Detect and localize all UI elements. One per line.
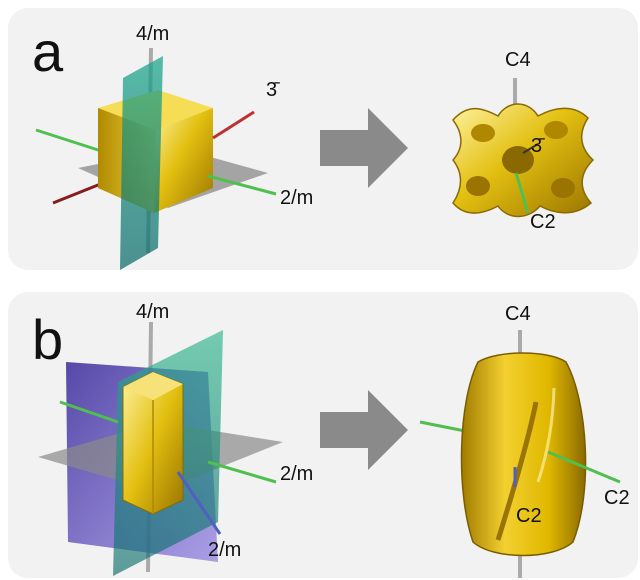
label-3bar: 3̄ <box>266 79 278 101</box>
label-c4: C4 <box>505 49 531 71</box>
axis-c2-left <box>419 420 471 434</box>
panel-a-letter: a <box>32 20 64 83</box>
gyroid-hole <box>544 121 568 139</box>
right-arrow-icon <box>320 390 408 470</box>
axis-2m-left <box>59 400 119 424</box>
panel-b-illustration <box>38 321 621 578</box>
right-arrow-icon <box>320 108 408 188</box>
gyroid-center <box>502 146 534 174</box>
twist-highlight <box>536 387 556 483</box>
axis-3bar-upper <box>212 110 255 140</box>
axis-2m-right <box>207 174 277 196</box>
panel-b-letter: b <box>32 308 64 371</box>
label-4m: 4/m <box>136 301 170 323</box>
gyroid-hole <box>471 124 495 142</box>
panel-a: a <box>8 8 638 270</box>
label-4m: 4/m <box>136 23 170 45</box>
crystal-a-right <box>452 78 595 218</box>
twist-groove <box>495 401 539 541</box>
label-3bar-right: 3̄ <box>531 135 543 157</box>
panel-b: b <box>8 292 638 578</box>
panel-a-illustration <box>35 47 595 270</box>
axis-c2 <box>514 172 530 214</box>
crystal-b-left <box>38 321 283 576</box>
prism-top <box>123 372 183 400</box>
gyroid-hole <box>466 176 490 196</box>
cube-right-face <box>154 108 213 213</box>
label-c2-right: C2 <box>604 487 630 509</box>
axis-3bar <box>522 143 539 154</box>
crystal-b-right <box>419 330 621 578</box>
mirror-plane-vertical <box>120 56 163 270</box>
axis-2m-lower <box>176 471 222 535</box>
label-c2-center: C2 <box>516 505 542 527</box>
label-2m: 2/m <box>280 187 314 209</box>
axis-3bar-lower <box>52 181 104 205</box>
label-c2: C2 <box>530 211 556 233</box>
label-c4: C4 <box>505 303 531 325</box>
axis-2m-right <box>207 460 277 484</box>
label-2m-lower: 2/m <box>208 539 242 561</box>
gyroid-hole <box>551 178 575 198</box>
label-2m: 2/m <box>280 463 314 485</box>
crystal-a-left <box>35 47 277 270</box>
axis-c2-right <box>547 450 621 484</box>
